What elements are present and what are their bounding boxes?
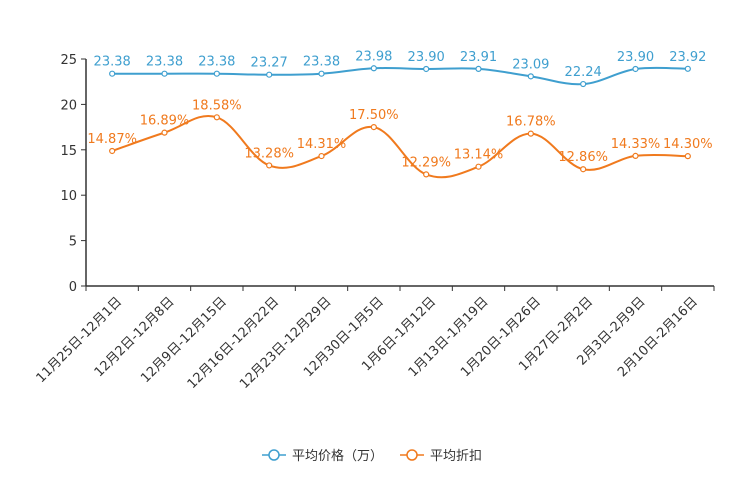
x-tick-label: 11月25日-12月1日 <box>34 294 126 386</box>
y-tick-label: 25 <box>60 53 77 68</box>
legend-item-1[interactable]: 平均折扣 <box>400 449 482 464</box>
data-label: 16.78% <box>506 115 556 130</box>
data-point <box>527 130 534 137</box>
data-label: 12.29% <box>401 155 451 170</box>
data-label: 13.14% <box>454 148 504 163</box>
legend-label: 平均折扣 <box>430 449 482 464</box>
legend-item-0[interactable]: 平均价格（万） <box>262 448 383 464</box>
data-label: 14.33% <box>611 137 661 152</box>
data-label: 18.58% <box>192 98 242 113</box>
data-label: 14.30% <box>663 137 713 152</box>
data-labels: 23.38 23.38 23.38 23.27 23.38 23.98 23.90 23.91… <box>87 49 712 170</box>
data-point <box>580 166 587 173</box>
data-point <box>684 153 691 160</box>
data-label: 23.38 <box>146 55 183 70</box>
data-point <box>161 70 168 77</box>
series-points <box>109 65 691 178</box>
data-point <box>266 71 273 78</box>
data-point <box>475 163 482 170</box>
data-point <box>527 73 534 80</box>
axes: 0 5 10 15 20 25 <box>60 53 715 295</box>
data-label: 17.50% <box>349 108 399 123</box>
data-label: 16.89% <box>140 114 190 129</box>
y-tick-label: 15 <box>60 144 77 159</box>
data-label: 23.90 <box>617 50 654 65</box>
y-tick-label: 5 <box>69 235 77 250</box>
data-point <box>632 152 639 159</box>
data-label: 13.28% <box>244 146 294 161</box>
y-tick-label: 10 <box>60 189 77 204</box>
x-tick-label: 12月23日-12月29日 <box>237 294 334 391</box>
legend: 平均价格（万） 平均折扣 <box>262 448 482 464</box>
x-tick-label: 12月16日-12月22日 <box>185 294 282 391</box>
data-point <box>632 65 639 73</box>
legend-marker-icon <box>406 449 418 461</box>
legend-label: 平均价格（万） <box>292 448 383 464</box>
x-tick-labels: 11月25日-12月1日12月2日-12月8日12月9日-12月15日12月16… <box>34 294 701 391</box>
data-label: 23.38 <box>198 55 235 70</box>
data-point <box>109 70 116 77</box>
data-label: 23.90 <box>408 50 445 65</box>
data-label: 14.87% <box>87 132 137 147</box>
data-point <box>370 65 377 72</box>
data-point <box>423 65 430 73</box>
data-point <box>318 70 325 77</box>
data-label: 23.38 <box>94 55 131 70</box>
legend-marker-icon <box>268 449 280 461</box>
series-line-1 <box>111 115 688 179</box>
series-line-0 <box>112 66 688 86</box>
data-label: 23.27 <box>251 56 288 71</box>
data-point <box>266 162 273 169</box>
data-label: 23.09 <box>512 57 549 72</box>
data-label: 23.91 <box>460 50 497 65</box>
data-label: 12.86% <box>558 150 608 165</box>
data-point <box>161 129 168 136</box>
data-point <box>109 147 116 155</box>
data-point <box>423 171 430 178</box>
data-point <box>318 152 325 160</box>
data-point <box>213 114 220 121</box>
data-point <box>580 80 587 88</box>
y-tick-label: 0 <box>69 280 77 295</box>
data-label: 14.31% <box>297 137 347 152</box>
data-label: 23.92 <box>669 50 706 65</box>
data-point <box>370 123 377 131</box>
data-point <box>475 65 482 72</box>
data-point <box>684 65 691 72</box>
data-label: 23.38 <box>303 55 340 70</box>
data-point <box>213 70 220 77</box>
y-tick-label: 20 <box>60 98 77 113</box>
data-label: 23.98 <box>355 49 392 64</box>
data-label: 22.24 <box>565 65 602 80</box>
